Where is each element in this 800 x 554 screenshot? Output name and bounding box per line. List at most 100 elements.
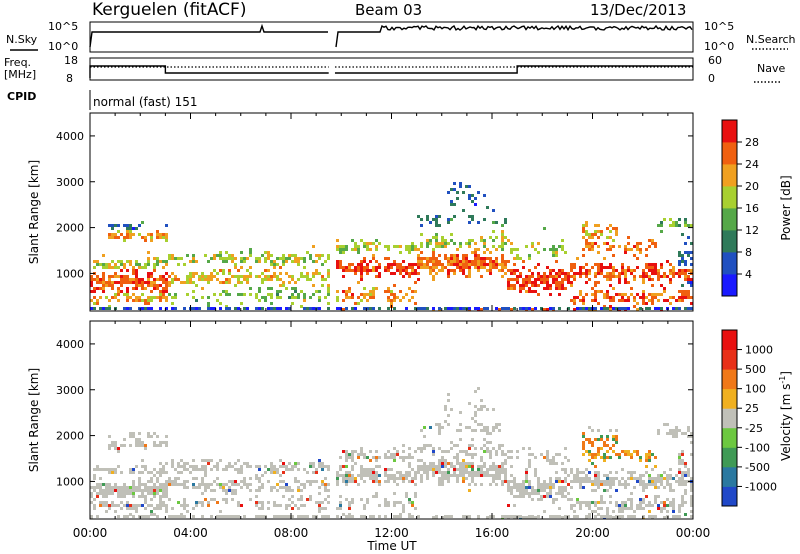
power-cell — [327, 275, 330, 278]
velocity-cell — [399, 471, 402, 474]
velocity-cell — [201, 483, 204, 486]
power-cell — [657, 293, 660, 296]
velocity-cell — [150, 513, 153, 516]
velocity-cell — [570, 468, 573, 471]
velocity-cell — [108, 483, 111, 486]
velocity-cell — [429, 444, 432, 447]
velocity-cell — [510, 465, 513, 468]
velocity-cell — [513, 486, 516, 489]
power-cell — [102, 254, 105, 257]
velocity-cell — [114, 489, 117, 492]
velocity-cell — [234, 480, 237, 483]
velocity-cell — [672, 507, 675, 510]
velocity-cell — [588, 513, 591, 516]
power-cell — [279, 284, 282, 287]
velocity-cell — [543, 489, 546, 492]
power-cell — [648, 293, 651, 296]
velocity-cell — [378, 480, 381, 483]
velocity-cell — [471, 462, 474, 465]
velocity-cell — [228, 486, 231, 489]
velocity-cell — [585, 504, 588, 507]
power-cell — [123, 266, 126, 269]
velocity-cell — [105, 495, 108, 498]
velocity-cell — [402, 477, 405, 480]
power-cell — [582, 230, 585, 233]
power-cell — [609, 263, 612, 266]
velocity-cell — [480, 399, 483, 402]
velocity-cell — [345, 456, 348, 459]
velocity-cell — [474, 411, 477, 414]
power-cell — [570, 284, 573, 287]
power-cell — [369, 242, 372, 245]
velocity-cell — [114, 441, 117, 444]
velocity-cell — [318, 504, 321, 507]
power-cell — [132, 281, 135, 284]
velocity-cell — [591, 501, 594, 504]
velocity-cell — [342, 477, 345, 480]
power-cell — [636, 248, 639, 251]
power-cell — [567, 307, 570, 310]
power-cell — [534, 284, 537, 287]
power-cell — [456, 263, 459, 266]
velocity-cell — [414, 477, 417, 480]
velocity-cell — [150, 504, 153, 507]
velocity-cell — [117, 465, 120, 468]
power-cell — [465, 263, 468, 266]
velocity-cell — [432, 462, 435, 465]
power-cell — [273, 266, 276, 269]
power-cell — [465, 275, 468, 278]
velocity-cell — [348, 504, 351, 507]
power-cell — [354, 242, 357, 245]
velocity-cell — [609, 495, 612, 498]
power-cell — [159, 278, 162, 281]
power-cell — [684, 307, 687, 310]
velocity-cell — [564, 468, 567, 471]
power-cell — [639, 248, 642, 251]
velocity-cell — [96, 495, 99, 498]
power-cell — [219, 307, 222, 310]
power-cell — [690, 284, 693, 287]
velocity-cell — [522, 483, 525, 486]
power-cell — [510, 251, 513, 254]
velocity-cell — [129, 471, 132, 474]
velocity-cell — [486, 450, 489, 453]
velocity-cell — [144, 507, 147, 510]
velocity-cell — [573, 477, 576, 480]
velocity-cell — [120, 489, 123, 492]
velocity-cell — [186, 462, 189, 465]
velocity-cell — [291, 489, 294, 492]
velocity-cell — [453, 474, 456, 477]
power-cell — [195, 272, 198, 275]
power-cell — [297, 260, 300, 263]
power-cell — [213, 269, 216, 272]
power-cell — [99, 287, 102, 290]
velocity-cell — [606, 444, 609, 447]
velocity-cell — [114, 471, 117, 474]
power-cell — [90, 281, 93, 284]
velocity-cell — [234, 483, 237, 486]
power-cell — [657, 275, 660, 278]
power-cell — [447, 221, 450, 224]
power-cell — [129, 236, 132, 239]
velocity-cell — [678, 453, 681, 456]
velocity-cell — [141, 492, 144, 495]
velocity-cell — [468, 426, 471, 429]
velocity-cell — [201, 477, 204, 480]
velocity-cell — [174, 515, 177, 518]
velocity-cell — [546, 450, 549, 453]
velocity-cell — [507, 483, 510, 486]
velocity-cell — [531, 489, 534, 492]
velocity-cell — [411, 515, 414, 518]
power-cell — [342, 251, 345, 254]
velocity-cell — [639, 477, 642, 480]
power-cell — [498, 245, 501, 248]
power-cell — [144, 239, 147, 242]
power-cell — [591, 236, 594, 239]
power-cell — [447, 275, 450, 278]
power-cell — [687, 224, 690, 227]
power-cell — [630, 269, 633, 272]
power-cell — [444, 307, 447, 310]
power-cell — [222, 272, 225, 275]
power-cell — [555, 251, 558, 254]
